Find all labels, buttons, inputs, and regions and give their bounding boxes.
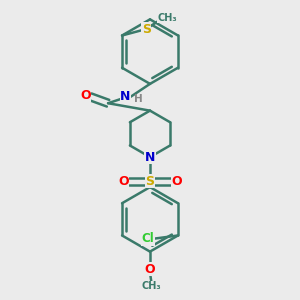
Text: S: S bbox=[142, 22, 151, 35]
Text: CH₃: CH₃ bbox=[142, 281, 161, 292]
Text: O: O bbox=[118, 175, 128, 188]
Text: O: O bbox=[80, 89, 91, 102]
Text: N: N bbox=[120, 90, 130, 103]
Text: N: N bbox=[145, 151, 155, 164]
Text: O: O bbox=[145, 263, 155, 276]
Text: Cl: Cl bbox=[142, 232, 154, 245]
Text: H: H bbox=[134, 94, 143, 104]
Text: O: O bbox=[172, 175, 182, 188]
Text: S: S bbox=[146, 175, 154, 188]
Text: CH₃: CH₃ bbox=[158, 13, 177, 23]
